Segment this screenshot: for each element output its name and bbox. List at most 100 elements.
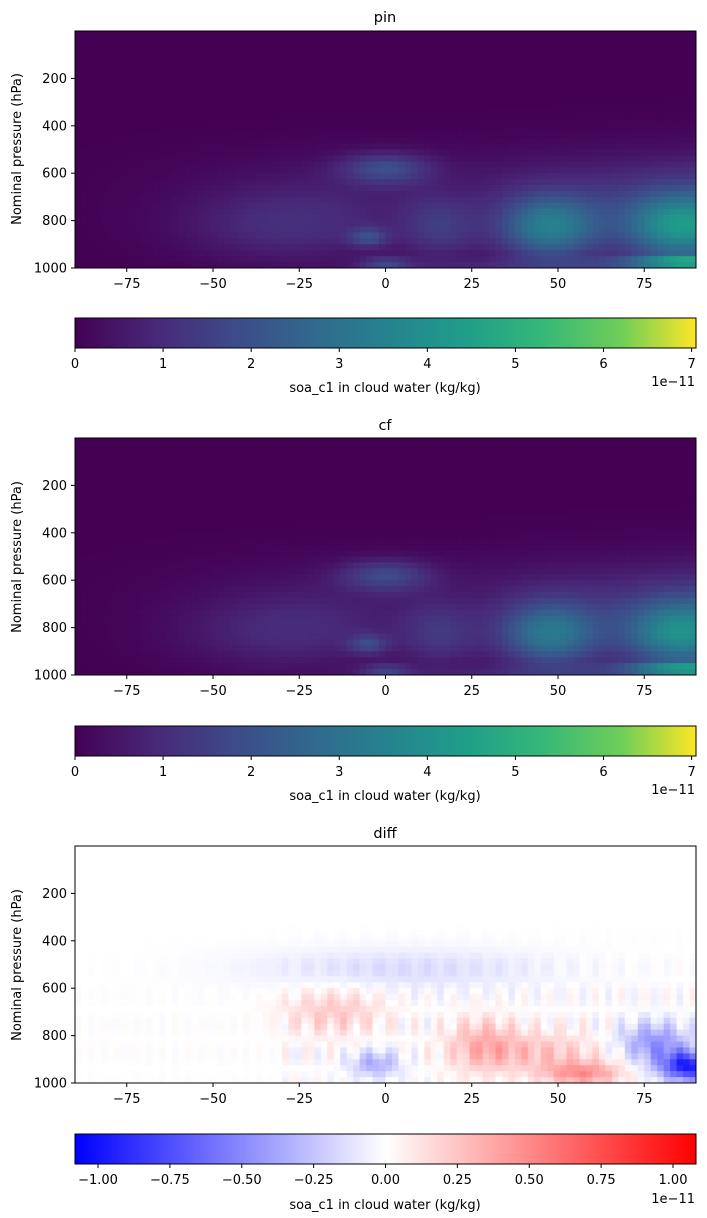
heatmap-cell [385,48,393,56]
heatmap-cell [618,238,626,245]
heatmap-cell [346,131,354,139]
heatmap-cell [152,196,160,204]
heatmap-cell [553,96,561,103]
heatmap-cell [184,96,192,103]
heatmap-cell [159,60,167,68]
heatmap-cell [385,84,393,91]
heatmap-cell [469,173,477,180]
heatmap-cell [469,155,477,162]
heatmap-cell [573,36,581,44]
heatmap-cell [327,66,335,73]
heatmap-cell [579,226,587,233]
heatmap-cell [275,108,283,115]
heatmap-cell [126,36,134,44]
heatmap-cell [346,497,354,504]
heatmap-cell [87,102,95,109]
heatmap-cell [534,54,542,62]
heatmap-cell [404,60,412,68]
heatmap-cell [269,113,277,121]
heatmap-cell [540,36,548,44]
heatmap-cell [159,96,167,103]
heatmap-cell [547,36,555,44]
heatmap-cells [75,31,697,269]
heatmap-cell [256,167,264,174]
heatmap-cell [75,443,82,451]
heatmap-cell [592,485,600,492]
heatmap-cell [657,250,665,257]
heatmap-cell [514,256,522,263]
heatmap-cell [81,66,89,73]
heatmap-cell [611,119,619,127]
heatmap-cell [430,479,438,486]
heatmap-cell [178,48,186,56]
heatmap-cell [107,173,115,180]
heatmap-cell [191,173,199,180]
heatmap-cell [172,208,179,216]
heatmap-cell [81,214,89,222]
heatmap-cell [508,238,516,245]
heatmap-cell [294,72,302,79]
heatmap-cell [152,443,160,451]
heatmap-cell [94,90,102,97]
heatmap-cell [489,137,496,145]
heatmap-cell [521,208,529,216]
heatmap-cell [618,485,626,492]
heatmap-cell [94,238,102,245]
heatmap-cell [430,90,438,97]
heatmap-cell [605,238,613,245]
heatmap-cell [411,108,419,115]
heatmap-cell [411,42,419,50]
heatmap-cell [372,202,380,210]
heatmap-cell [100,443,108,451]
heatmap-cell [476,214,484,222]
heatmap-cell [598,443,606,451]
heatmap-cell [236,256,244,263]
heatmap-cell [424,467,432,475]
heatmap-cell [463,36,471,44]
heatmap-cell [217,244,225,251]
heatmap-cell [521,449,529,457]
heatmap-cell [683,232,691,239]
heatmap-cell [514,238,522,245]
heatmap-cell [657,226,665,233]
heatmap-cell [113,443,121,451]
heatmap-cell [340,503,348,510]
heatmap-cell [256,137,264,145]
heatmap-cell [379,90,386,97]
heatmap-cell [631,202,639,210]
heatmap-cell [547,497,555,504]
heatmap-cell [191,449,199,457]
heatmap-cell [204,143,212,150]
heatmap-cell [676,137,684,145]
heatmap-cell [469,497,477,504]
heatmap-cell [650,102,658,109]
heatmap-cell [566,72,574,79]
heatmap-cell [560,491,568,498]
heatmap-cell [417,66,425,73]
heatmap-cell [553,149,561,156]
heatmap-cell [87,202,95,210]
heatmap-cell [650,167,658,174]
heatmap-cell [359,250,367,257]
heatmap-cell [430,102,438,109]
heatmap-cell [204,108,212,115]
heatmap-cell [411,54,419,62]
heatmap-cell [172,244,179,251]
heatmap-cell [340,455,348,463]
heatmap-cell [256,31,264,38]
heatmap-cell [307,96,315,103]
heatmap-cell [230,36,238,44]
heatmap-cell [482,96,490,103]
heatmap-cell [249,66,257,73]
heatmap-cell [269,42,277,50]
heatmap-cell [346,250,354,257]
heatmap-cell [75,102,82,109]
heatmap-cell [366,113,374,121]
heatmap-cell [463,173,471,180]
heatmap-cell [333,250,341,257]
heatmap-cell [573,473,581,480]
heatmap-cell [320,60,328,68]
heatmap-cell [372,438,380,445]
heatmap-cell [236,226,244,233]
heatmap-cell [579,78,587,85]
